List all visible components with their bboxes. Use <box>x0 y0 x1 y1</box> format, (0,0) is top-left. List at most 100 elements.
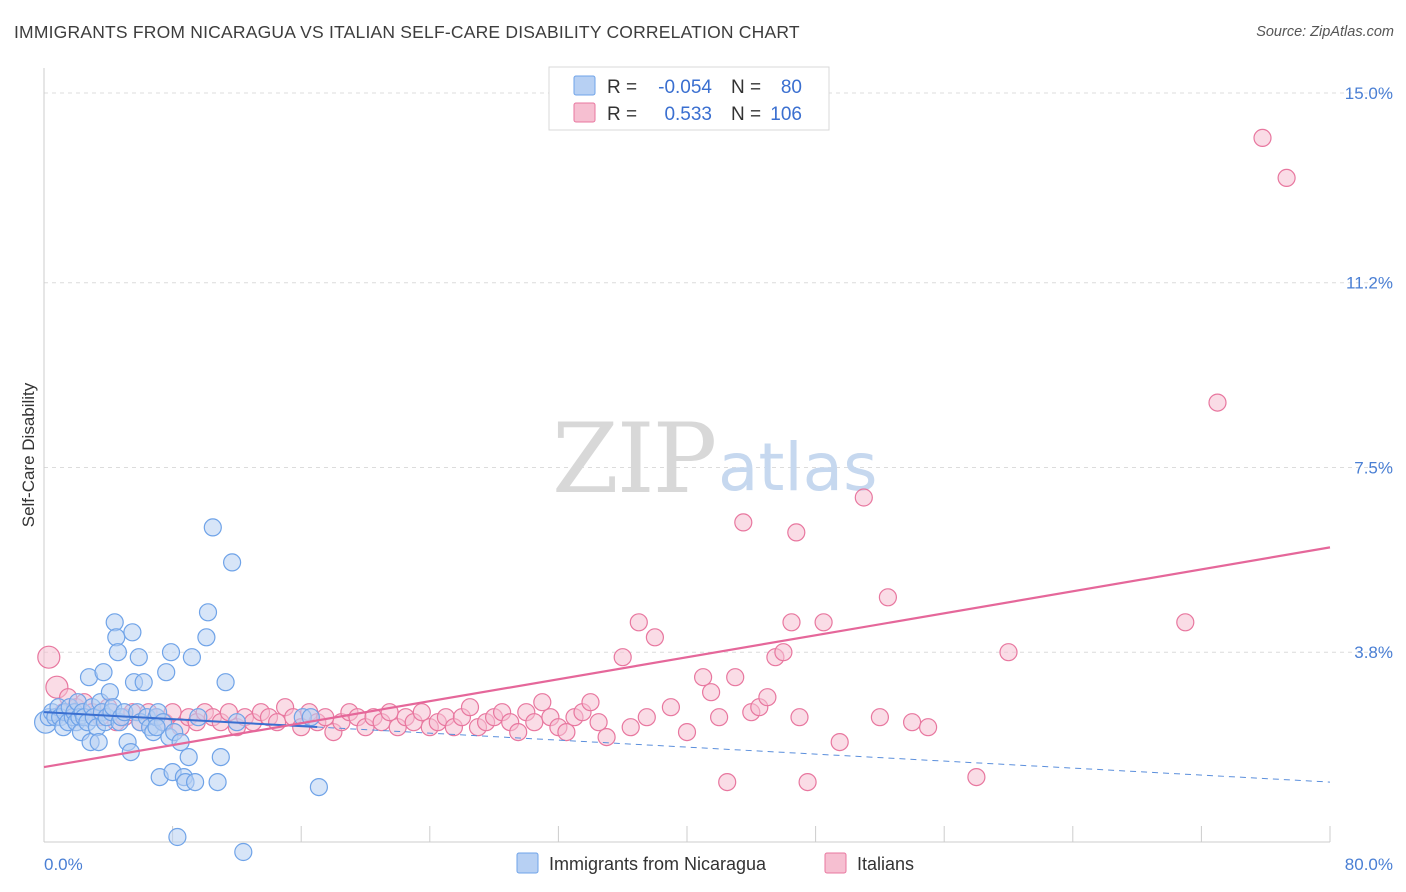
legend-swatch-pink <box>573 102 596 123</box>
y-axis-label: Self-Care Disability <box>19 382 38 527</box>
italians-point <box>758 688 777 707</box>
italians-point <box>533 693 552 712</box>
italians-point <box>787 523 806 542</box>
italians-point <box>613 648 632 667</box>
nicaragua-point <box>182 648 201 667</box>
italians-point <box>918 718 938 737</box>
italians-point <box>677 722 697 742</box>
italians-point <box>621 718 640 737</box>
italians-point <box>790 708 809 727</box>
italians-point <box>661 698 681 717</box>
italians-point <box>37 645 61 669</box>
italians-point <box>798 772 817 792</box>
x-tick-label: 0.0% <box>44 855 83 874</box>
nicaragua-point <box>211 747 230 767</box>
y-tick-label: 7.5% <box>1354 458 1393 477</box>
italians-point <box>693 668 713 687</box>
legend-r-label-2: R = <box>607 104 637 125</box>
italians-point <box>589 713 608 732</box>
nicaragua-point <box>123 623 142 642</box>
y-tick-label: 15.0% <box>1345 84 1393 103</box>
stats-legend-box <box>548 66 830 131</box>
nicaragua-point <box>168 827 187 847</box>
italians-point <box>967 767 986 787</box>
nicaragua-point <box>108 643 128 662</box>
italians-point <box>701 683 721 702</box>
nicaragua-points <box>33 518 328 862</box>
italians-point <box>870 708 890 727</box>
nicaragua-point <box>129 648 148 667</box>
italians-point <box>854 488 873 507</box>
legend-n-label-2: N = <box>731 104 761 125</box>
italians-point <box>718 772 737 792</box>
nicaragua-point <box>134 673 153 692</box>
italians-point <box>557 722 576 742</box>
nicaragua-point <box>309 777 328 797</box>
italians-point <box>1277 168 1296 187</box>
nicaragua-point <box>157 663 176 682</box>
series-legend: Immigrants from Nicaragua Italians <box>516 852 914 874</box>
legend-r-label-1: R = <box>607 77 637 98</box>
italians-point <box>734 513 753 532</box>
nicaragua-point <box>216 673 235 692</box>
bottom-legend-swatch-blue <box>516 852 539 874</box>
italians-point <box>412 703 431 722</box>
italians-point <box>645 628 665 647</box>
italians-point <box>597 727 616 747</box>
bottom-legend-label-1: Immigrants from Nicaragua <box>549 854 767 874</box>
y-tick-label: 11.2% <box>1346 274 1393 293</box>
watermark-atlas: atlas <box>718 429 878 506</box>
italians-point <box>629 613 648 632</box>
source-label: Source: ZipAtlas.com <box>1256 24 1394 40</box>
nicaragua-point <box>161 643 181 662</box>
nicaragua-point <box>89 732 108 752</box>
bottom-legend-label-2: Italians <box>857 854 914 874</box>
legend-n-value-2: 106 <box>770 104 802 125</box>
stats-legend: R = -0.054 N = 80 R = 0.533 N = 106 <box>548 66 830 131</box>
italians-point <box>782 613 801 632</box>
nicaragua-point <box>203 518 222 537</box>
nicaragua-point <box>179 747 198 767</box>
italians-point <box>1208 393 1227 412</box>
italians-point <box>1253 128 1272 147</box>
italians-point <box>1176 613 1195 632</box>
italians-point <box>999 643 1018 662</box>
italians-point <box>830 732 849 752</box>
legend-swatch-blue <box>573 75 596 96</box>
italians-point <box>774 643 793 662</box>
italians-trend-line <box>43 546 1331 769</box>
nicaragua-point <box>94 663 113 682</box>
italians-point <box>902 713 922 732</box>
legend-r-value-1: -0.054 <box>658 77 712 98</box>
italians-point <box>460 698 480 717</box>
italians-point <box>525 713 544 732</box>
italians-point <box>637 708 656 727</box>
watermark-zip: ZIP <box>552 403 715 515</box>
italians-point <box>709 708 729 727</box>
nicaragua-point <box>100 683 120 702</box>
nicaragua-trend-dashed <box>317 726 1331 783</box>
nicaragua-point <box>234 842 253 862</box>
nicaragua-point <box>223 553 242 572</box>
italians-point <box>581 693 600 712</box>
tick-labels: 3.8% 7.5% 11.2% 15.0% 0.0% 80.0% <box>44 84 1393 874</box>
chart-title: IMMIGRANTS FROM NICARAGUA VS ITALIAN SEL… <box>14 22 800 42</box>
italians-point <box>509 722 528 742</box>
trend-lines <box>43 546 1331 783</box>
nicaragua-point <box>186 772 205 792</box>
nicaragua-point <box>147 718 166 737</box>
y-tick-label: 3.8% <box>1354 643 1393 662</box>
legend-r-value-2: 0.533 <box>664 104 712 125</box>
x-tick-label: 80.0% <box>1345 855 1393 874</box>
italians-point <box>878 588 898 607</box>
nicaragua-point <box>198 603 218 622</box>
italians-point <box>726 668 745 687</box>
legend-n-label-1: N = <box>731 77 761 98</box>
nicaragua-point <box>105 613 124 632</box>
grid <box>44 92 1392 653</box>
nicaragua-point <box>208 772 227 792</box>
italians-point <box>814 613 833 632</box>
legend-n-value-1: 80 <box>781 77 802 98</box>
bottom-legend-swatch-pink <box>824 852 847 874</box>
